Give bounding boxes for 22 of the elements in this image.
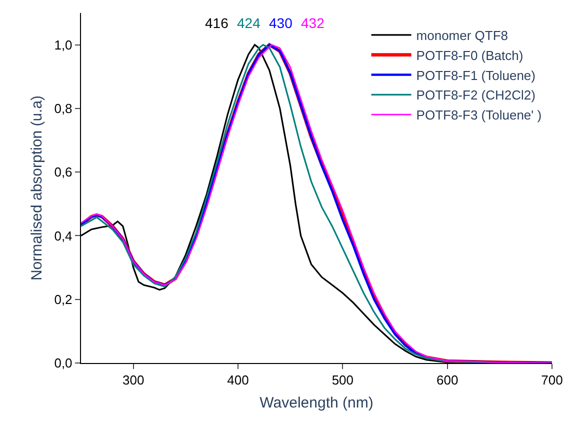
y-tick-label: 0,6 (54, 164, 72, 180)
x-tick-label: 600 (436, 372, 458, 388)
annotation: 432 (301, 15, 325, 31)
x-tick-label: 500 (332, 372, 354, 388)
y-tick-label: 0,4 (54, 228, 72, 244)
legend-label: monomer QTF8 (416, 28, 508, 44)
x-axis-title: Wavelength (nm) (260, 394, 374, 412)
annotation: 430 (269, 15, 293, 31)
legend-label: POTF8-F1 (Toluene) (416, 68, 536, 83)
legend-label: POTF8-F2 (CH2Cl2) (416, 88, 536, 103)
y-tick-label: 0,8 (54, 101, 72, 116)
annotation: 424 (237, 15, 261, 31)
x-tick-label: 700 (541, 372, 563, 388)
legend-label: POTF8-F0 (Batch) (416, 48, 524, 63)
x-tick-label: 400 (227, 372, 249, 388)
y-tick-label: 0,2 (54, 292, 72, 307)
y-axis-title: Normalised absorption (u.a) (28, 95, 46, 281)
y-tick-label: 1,0 (54, 37, 72, 52)
annotation: 416 (205, 15, 229, 31)
y-tick-label: 0,0 (54, 356, 72, 371)
x-tick-label: 300 (122, 372, 144, 388)
legend-label: POTF8-F3 (Toluene' ) (416, 108, 542, 123)
